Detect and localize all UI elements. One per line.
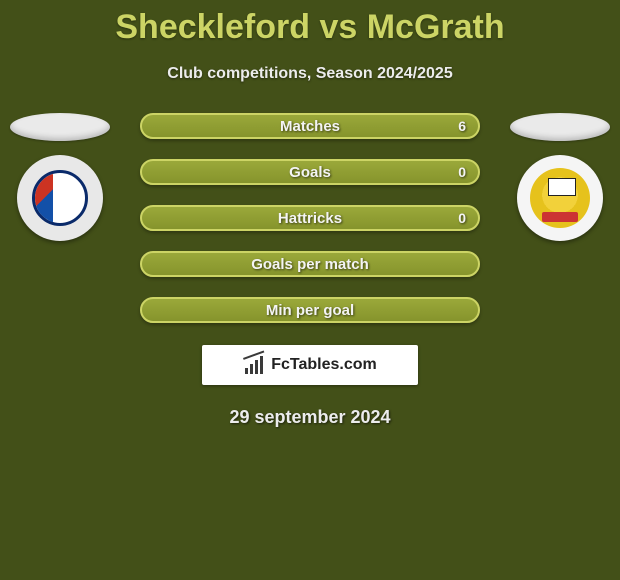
- stat-label: Matches: [280, 118, 340, 135]
- team-right-badge: [517, 155, 603, 241]
- stat-bars: Matches 6 Goals 0 Hattricks 0 Goals per …: [140, 113, 480, 323]
- bar-chart-icon: [243, 356, 265, 374]
- team-right-column: [510, 113, 610, 241]
- stat-bar-goals-per-match: Goals per match: [140, 251, 480, 277]
- page-title: Sheckleford vs McGrath: [0, 0, 620, 47]
- stat-right-value: 6: [458, 118, 466, 134]
- brand-box[interactable]: FcTables.com: [202, 345, 418, 385]
- comparison-panel: Matches 6 Goals 0 Hattricks 0 Goals per …: [0, 113, 620, 428]
- team-left-crest-icon: [32, 170, 88, 226]
- stat-label: Goals per match: [251, 256, 369, 273]
- stat-label: Hattricks: [278, 210, 342, 227]
- team-left-column: [10, 113, 110, 241]
- date-text: 29 september 2024: [10, 407, 610, 428]
- subtitle: Club competitions, Season 2024/2025: [0, 65, 620, 83]
- stat-bar-min-per-goal: Min per goal: [140, 297, 480, 323]
- stat-label: Min per goal: [266, 302, 354, 319]
- brand-text: FcTables.com: [271, 356, 377, 374]
- left-value-ellipse: [10, 113, 110, 141]
- stat-right-value: 0: [458, 210, 466, 226]
- stat-label: Goals: [289, 164, 331, 181]
- team-right-crest-icon: [530, 168, 590, 228]
- stat-bar-hattricks: Hattricks 0: [140, 205, 480, 231]
- right-value-ellipse: [510, 113, 610, 141]
- stat-right-value: 0: [458, 164, 466, 180]
- stat-bar-matches: Matches 6: [140, 113, 480, 139]
- stat-bar-goals: Goals 0: [140, 159, 480, 185]
- team-left-badge: [17, 155, 103, 241]
